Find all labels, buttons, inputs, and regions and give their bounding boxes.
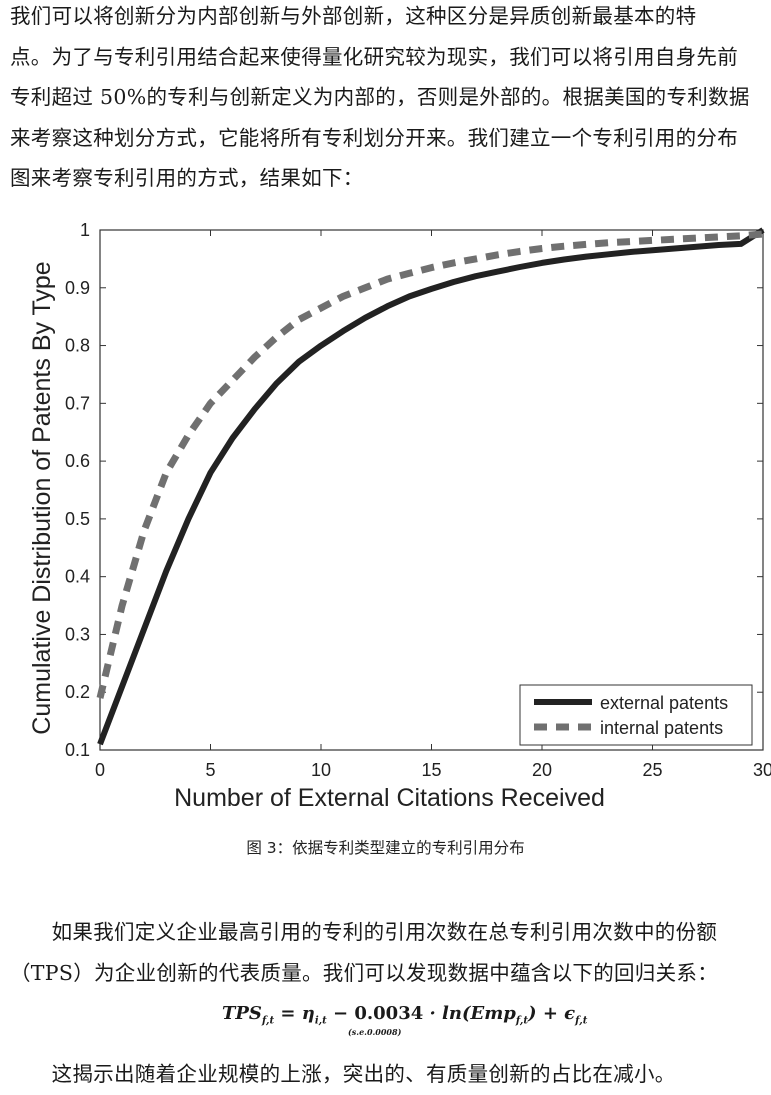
regression-paragraph: 如果我们定义企业最高引用的专利的引用次数在总专利引用次数中的份额 （TPS）为企… (10, 912, 765, 993)
conclusion-paragraph: 这揭示出随着企业规模的上涨，突出的、有质量创新的占比在减小。 (10, 1054, 765, 1095)
paragraph-line: 点。为了与专利引用结合起来使得量化研究较为现实，我们可以将引用自身先前 (10, 44, 738, 69)
paragraph-line: 这揭示出随着企业规模的上涨，突出的、有质量创新的占比在减小。 (10, 1062, 676, 1086)
intro-paragraph: 我们可以将创新分为内部创新与外部创新，这种区分是异质创新最基本的特 点。为了与专… (10, 0, 765, 199)
x-tick-label: 20 (532, 760, 552, 780)
chart-legend: external patents internal patents (519, 684, 753, 746)
y-tick-label: 0.5 (65, 509, 90, 529)
x-tick-label: 10 (311, 760, 331, 780)
chart-series (96, 227, 765, 746)
y-tick-label: 0.7 (65, 393, 90, 413)
x-tick-label: 30 (753, 760, 771, 780)
y-tick-label: 0.3 (65, 624, 90, 644)
paragraph-line: 来考察这种划分方式，它能将所有专利划分开来。我们建立一个专利引用的分布 (10, 125, 738, 150)
paragraph-line: （TPS）为企业创新的代表质量。我们可以发现数据中蕴含以下的回归关系： (10, 960, 719, 985)
legend-label: internal patents (600, 718, 723, 738)
regression-formula: TPSf,t = ηi,t − 0.0034 · ln(Empf,t) + ϵf… (222, 1003, 588, 1037)
x-tick-label: 15 (421, 760, 441, 780)
y-axis-label: Cumulative Distribution of Patents By Ty… (28, 261, 56, 734)
legend-box (519, 684, 753, 746)
standard-error: (s.e.0.0008) (348, 1027, 402, 1037)
paragraph-line: 我们可以将创新分为内部创新与外部创新，这种区分是异质创新最基本的特 (10, 4, 697, 28)
series-line-external-patents (97, 227, 765, 746)
series-line-internal-patents (96, 230, 764, 699)
y-tick-label: 0.1 (65, 740, 90, 760)
formula-text: TPSf,t = ηi,t − 0.0034 · ln(Empf,t) + ϵf… (222, 1003, 588, 1027)
chart-axes: 0 5 10 15 20 25 30 0.1 0.2 0.3 0.4 0.5 0.6 0.7 0.8 0.9 1… (28, 220, 771, 812)
y-tick-label: 0.6 (65, 451, 90, 471)
paragraph-line: 专利超过 50%的专利与创新定义为内部的，否则是外部的。根据美国的专利数据 (10, 85, 750, 109)
cumulative-distribution-chart: 0 5 10 15 20 25 30 0.1 0.2 0.3 0.4 0.5 0.6 0.7 0.8 0.9 1… (28, 220, 771, 812)
x-tick-label: 5 (205, 760, 215, 780)
paragraph-line: 如果我们定义企业最高引用的专利的引用次数在总专利引用次数中的份额 (10, 920, 718, 944)
y-tick-label: 0.2 (65, 682, 90, 702)
y-tick-label: 0.8 (65, 336, 90, 356)
y-tick-label: 1 (80, 220, 90, 240)
x-tick-label: 0 (95, 760, 105, 780)
legend-label: external patents (600, 693, 728, 713)
paragraph-line: 图来考察专利引用的方式，结果如下： (10, 166, 364, 190)
figure-caption: 图 3：依据专利类型建立的专利引用分布 (246, 839, 525, 857)
x-tick-label: 25 (642, 760, 662, 780)
y-tick-label: 0.4 (65, 567, 90, 587)
x-axis-label: Number of External Citations Received (174, 784, 605, 812)
y-tick-label: 0.9 (65, 278, 90, 298)
